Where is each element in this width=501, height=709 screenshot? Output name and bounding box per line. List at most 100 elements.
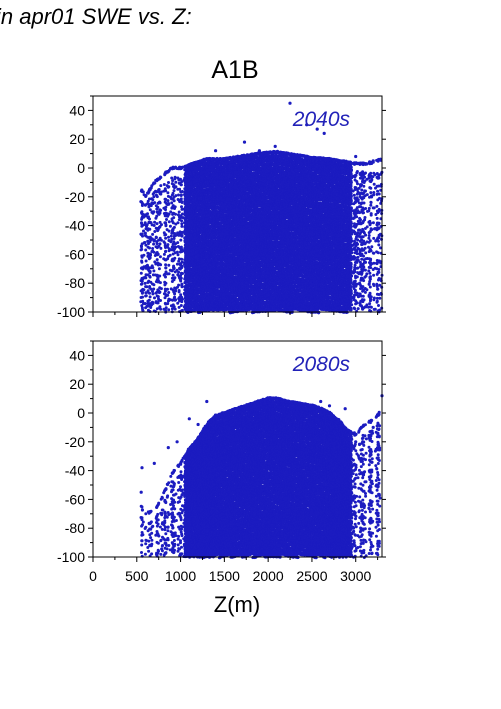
data-point xyxy=(164,206,167,209)
data-point xyxy=(152,243,155,246)
data-point xyxy=(174,213,177,216)
data-point xyxy=(153,224,156,227)
data-point xyxy=(168,220,171,223)
data-point xyxy=(180,304,183,307)
data-point xyxy=(160,239,163,242)
data-point xyxy=(152,302,155,305)
data-point xyxy=(155,215,158,218)
data-point xyxy=(140,248,143,251)
data-point xyxy=(167,203,170,206)
data-point xyxy=(142,190,145,193)
data-point xyxy=(145,194,148,197)
data-point xyxy=(158,275,161,278)
data-point xyxy=(156,195,159,198)
data-point xyxy=(181,190,184,193)
data-point xyxy=(144,302,147,305)
data-point xyxy=(177,194,180,197)
data-point xyxy=(144,249,147,252)
data-point xyxy=(141,235,144,238)
data-point xyxy=(181,265,184,268)
data-point xyxy=(152,283,155,286)
data-point xyxy=(174,205,177,208)
data-point xyxy=(164,263,167,266)
data-point xyxy=(159,263,162,266)
data-point xyxy=(140,261,143,264)
data-point xyxy=(159,242,162,245)
data-point xyxy=(173,257,176,260)
data-point xyxy=(174,246,177,249)
data-point xyxy=(144,276,147,279)
data-point xyxy=(174,308,177,311)
data-point xyxy=(181,261,184,264)
data-point xyxy=(173,199,176,202)
data-point xyxy=(164,276,167,279)
data-point xyxy=(148,292,151,295)
data-point xyxy=(153,230,156,233)
data-point xyxy=(167,181,170,184)
data-point xyxy=(141,306,144,309)
data-point xyxy=(166,191,169,194)
data-point xyxy=(142,254,145,257)
data-point xyxy=(159,184,162,187)
data-point xyxy=(152,269,155,272)
data-point xyxy=(153,240,156,243)
data-point xyxy=(177,221,180,224)
data-point xyxy=(180,197,183,200)
data-point xyxy=(148,247,151,250)
data-point xyxy=(152,210,155,213)
data-point xyxy=(160,287,163,290)
data-point xyxy=(167,308,170,311)
data-point xyxy=(177,271,180,274)
data-point xyxy=(179,239,182,242)
data-point xyxy=(158,188,161,191)
data-point xyxy=(159,281,162,284)
data-point xyxy=(142,288,145,291)
data-point xyxy=(140,272,143,275)
data-point xyxy=(148,218,151,221)
data-point xyxy=(169,254,172,257)
data-point xyxy=(153,296,156,299)
data-point xyxy=(155,236,158,239)
data-point xyxy=(167,199,170,202)
data-point xyxy=(167,185,170,188)
data-point xyxy=(146,212,149,215)
data-point xyxy=(156,222,159,225)
data-point xyxy=(140,210,143,213)
data-point xyxy=(180,283,183,286)
data-point xyxy=(159,299,162,302)
data-point xyxy=(163,253,166,256)
data-point xyxy=(164,250,167,253)
data-point xyxy=(180,222,183,225)
data-point xyxy=(170,177,173,180)
data-point xyxy=(140,283,143,286)
data-point xyxy=(164,189,167,192)
data-point xyxy=(174,299,177,302)
data-point xyxy=(149,295,152,298)
data-point xyxy=(174,185,177,188)
data-point xyxy=(167,236,170,239)
data-point xyxy=(156,258,159,261)
data-point xyxy=(168,272,171,275)
data-point xyxy=(179,293,182,296)
data-point xyxy=(176,251,179,254)
data-point xyxy=(181,201,184,204)
data-point xyxy=(176,241,179,244)
data-point xyxy=(148,228,151,231)
data-point xyxy=(180,277,183,280)
data-point xyxy=(169,225,172,228)
data-point xyxy=(152,288,155,291)
data-point xyxy=(153,201,156,204)
data-point xyxy=(164,237,167,240)
data-point xyxy=(167,291,170,294)
data-point xyxy=(178,289,181,292)
scatter-points xyxy=(139,102,383,315)
data-point xyxy=(151,292,154,295)
data-point xyxy=(159,201,162,204)
data-point xyxy=(178,211,181,214)
data-point xyxy=(174,181,177,184)
data-point xyxy=(181,272,184,275)
data-point xyxy=(173,292,176,295)
data-point xyxy=(177,284,180,287)
data-point xyxy=(181,298,184,301)
